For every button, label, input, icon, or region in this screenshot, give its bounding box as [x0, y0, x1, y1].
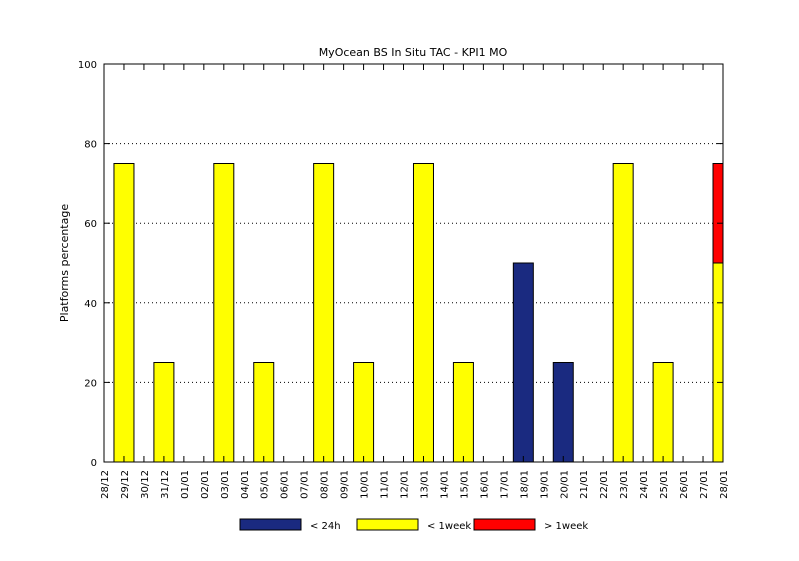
y-axis-label: Platforms percentage: [58, 204, 71, 322]
x-tick-label: 04/01: [240, 470, 251, 499]
x-tick-label: 06/01: [280, 470, 291, 499]
x-tick-label: 24/01: [639, 470, 650, 499]
legend-swatch: [239, 518, 302, 531]
y-tick-label: 0: [91, 458, 97, 469]
bar: [153, 362, 175, 463]
x-tick-label: 27/01: [699, 470, 710, 499]
x-tick-label: 19/01: [539, 470, 550, 499]
bar: [113, 163, 135, 463]
bar: [612, 163, 634, 463]
legend-label: > 1week: [544, 521, 588, 532]
x-tick-label: 25/01: [659, 470, 670, 499]
y-tick-label: 40: [84, 299, 97, 310]
bar: [412, 163, 434, 463]
bar: [712, 163, 724, 264]
x-tick-label: 28/12: [100, 470, 111, 499]
y-tick-label: 60: [84, 219, 97, 230]
plot-frame: [103, 63, 724, 463]
x-axis-ticks: 28/12 29/12 30/12 31/12 01/01 02/01 03/01 04/01…: [100, 64, 730, 499]
x-tick-label: 11/01: [380, 470, 391, 499]
x-tick-label: 01/01: [180, 470, 191, 499]
bar: [652, 362, 674, 463]
bars: [113, 163, 724, 463]
x-tick-label: 03/01: [220, 470, 231, 499]
x-tick-label: 08/01: [320, 470, 331, 499]
x-tick-label: 07/01: [300, 470, 311, 499]
bar: [313, 163, 335, 463]
bar: [253, 362, 275, 463]
x-tick-label: 09/01: [340, 470, 351, 499]
y-tick-label: 80: [84, 140, 97, 151]
x-tick-label: 28/01: [719, 470, 730, 499]
x-tick-label: 15/01: [459, 470, 470, 499]
bar: [353, 362, 375, 463]
bar: [512, 262, 534, 463]
x-tick-label: 12/01: [400, 470, 411, 499]
bar: [452, 362, 474, 463]
bar: [712, 262, 724, 463]
bar: [213, 163, 235, 463]
chart-title: MyOcean BS In Situ TAC - KPI1 MO: [319, 46, 508, 59]
x-tick-label: 21/01: [579, 470, 590, 499]
x-tick-label: 30/12: [140, 470, 151, 499]
bar: [552, 362, 574, 463]
x-tick-label: 14/01: [439, 470, 450, 499]
x-tick-label: 17/01: [499, 470, 510, 499]
x-tick-label: 23/01: [619, 470, 630, 499]
legend-swatch: [473, 518, 536, 531]
x-tick-label: 05/01: [260, 470, 271, 499]
x-tick-label: 20/01: [559, 470, 570, 499]
legend: < 24h < 1week > 1week: [239, 518, 588, 532]
x-tick-label: 29/12: [120, 470, 131, 499]
legend-swatch: [356, 518, 419, 531]
x-tick-label: 26/01: [679, 470, 690, 499]
y-axis-ticks: 0 20 40 60 80 100: [78, 60, 723, 469]
legend-label: < 24h: [310, 521, 341, 532]
y-tick-label: 20: [84, 378, 97, 389]
x-tick-label: 18/01: [519, 470, 530, 499]
legend-label: < 1week: [427, 521, 471, 532]
y-tick-label: 100: [78, 60, 97, 71]
x-tick-label: 22/01: [599, 470, 610, 499]
x-tick-label: 13/01: [419, 470, 430, 499]
x-tick-label: 31/12: [160, 470, 171, 499]
x-tick-label: 02/01: [200, 470, 211, 499]
x-tick-label: 16/01: [479, 470, 490, 499]
x-tick-label: 10/01: [360, 470, 371, 499]
plot-border: [103, 63, 724, 463]
